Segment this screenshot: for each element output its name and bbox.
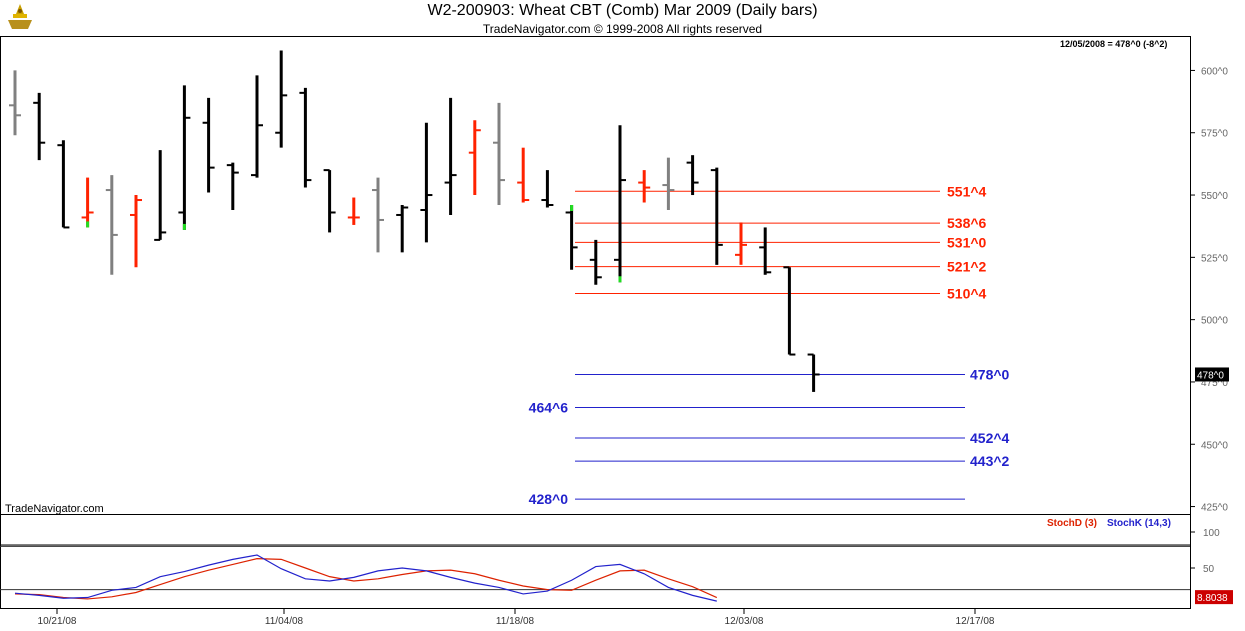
y-tick-label: 450^0 (1201, 440, 1228, 451)
y-tick-label: 50 (1203, 564, 1215, 575)
price-bar (662, 157, 675, 210)
price-bar (299, 87, 312, 188)
app-logo (4, 2, 36, 37)
date-axis: 10/21/08 11/04/08 11/18/08 12/03/08 12/17/08 (38, 608, 995, 627)
price-bar (444, 97, 457, 215)
price-bar (81, 177, 94, 228)
support-resistance-levels: 551^4 538^6 531^0 521^2 510^4 478^0 464^6 452^4… (529, 183, 1010, 507)
level-label: 510^4 (947, 285, 987, 301)
price-bar (323, 169, 336, 233)
legend-stochd: StochD (3) (1047, 518, 1097, 529)
level-label: 551^4 (947, 183, 987, 199)
level-label: 531^0 (947, 234, 987, 250)
x-tick-label: 11/18/08 (496, 616, 535, 627)
stochastic-panel: 100 50 StochD (3) StochK (14,3) 8.8038 (0, 514, 1233, 609)
level-label: 478^0 (970, 366, 1010, 382)
price-bar (783, 266, 796, 356)
status-readout: 12/05/2008 = 478^0 (-8^2) (1060, 39, 1167, 49)
price-bar (202, 97, 215, 193)
x-tick-label: 11/04/08 (265, 616, 304, 627)
price-bar (614, 125, 626, 283)
price-bar (735, 222, 747, 265)
chart-title: W2-200903: Wheat CBT (Comb) Mar 2009 (Da… (427, 2, 818, 19)
price-bar (589, 239, 602, 285)
price-bar (710, 167, 723, 265)
level-label: 443^2 (970, 453, 1010, 469)
level-label: 428^0 (529, 491, 569, 507)
price-bar (251, 75, 263, 178)
price-bar (420, 122, 433, 243)
price-bar (468, 120, 481, 196)
price-bar (178, 85, 191, 230)
y-tick-label: 500^0 (1201, 316, 1228, 327)
series-line (14, 554, 717, 602)
y-tick-label: 475^0 (1201, 378, 1228, 389)
level-label: 452^4 (970, 430, 1010, 446)
price-bar (493, 102, 505, 206)
last-price-box (1195, 367, 1229, 382)
price-bar (759, 227, 772, 275)
level-label: 521^2 (947, 259, 987, 275)
price-axis: 600^0 575^0 550^0 525^0 500^0 475^0 450^0 425^0… (1190, 66, 1229, 514)
y-tick-label: 525^0 (1201, 253, 1228, 264)
price-bar (275, 50, 288, 148)
y-tick-label: 425^0 (1201, 503, 1228, 514)
price-bar (565, 205, 578, 270)
price-bar (686, 155, 699, 196)
price-bar (807, 353, 820, 392)
price-bar (541, 170, 554, 208)
y-tick-label: 550^0 (1201, 191, 1228, 202)
series-line (14, 558, 718, 600)
last-value-box (1195, 590, 1233, 605)
level-label: 464^6 (529, 399, 569, 415)
price-bar (226, 162, 239, 210)
price-bar (372, 177, 384, 253)
price-bar (9, 70, 21, 136)
price-bar (396, 205, 409, 253)
copyright-text: TradeNavigator.com © 1999-2008 All right… (482, 22, 763, 36)
price-bar (130, 195, 142, 268)
price-bar (347, 197, 360, 225)
price-bar (638, 170, 651, 203)
x-tick-label: 12/17/08 (956, 616, 995, 627)
price-bar (33, 92, 46, 161)
level-label: 538^6 (947, 215, 987, 231)
y-tick-label: 575^0 (1201, 129, 1228, 140)
last-value-label: 8.8038 (1197, 593, 1228, 604)
legend-stochk: StochK (14,3) (1107, 518, 1171, 529)
price-bar (57, 140, 70, 229)
price-bar (105, 175, 118, 275)
y-tick-label: 100 (1203, 528, 1220, 539)
price-bars (9, 50, 820, 392)
price-bar (154, 150, 167, 241)
y-tick-label: 600^0 (1201, 66, 1228, 77)
last-price-label: 478^0 (1197, 370, 1224, 381)
x-tick-label: 10/21/08 (38, 616, 77, 627)
x-tick-label: 12/03/08 (725, 616, 764, 627)
watermark-text: TradeNavigator.com (5, 503, 104, 515)
stochastic-panel-frame (0, 514, 1191, 609)
price-bar (517, 147, 530, 203)
